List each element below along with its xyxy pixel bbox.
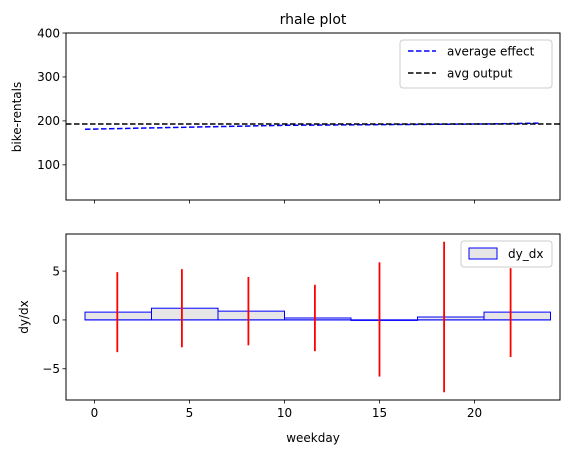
x-tick-label: 0 — [91, 406, 99, 420]
x-tick-label: 10 — [277, 406, 292, 420]
y-tick-label: 300 — [37, 70, 60, 84]
bottom-plot-frame — [65, 233, 561, 401]
y-tick-label: −5 — [42, 362, 60, 376]
legend-dy-dx-swatch — [468, 247, 498, 260]
bottom-plot: dy/dx weekday −5 0 5 0 5 10 15 20 dy_dx — [17, 233, 561, 445]
bar — [84, 311, 152, 321]
bar — [151, 307, 219, 321]
top-plot-frame — [65, 32, 561, 201]
y-tick-label: 100 — [37, 158, 60, 172]
bar — [483, 311, 551, 321]
bottom-plot-ylabel: dy/dx — [17, 300, 31, 333]
y-tick-label: 5 — [52, 264, 60, 278]
top-plot-title: rhale plot — [280, 12, 347, 28]
bottom-plot-xlabel: weekday — [286, 431, 340, 445]
top-legend-box — [399, 39, 553, 89]
top-plot-legend: average effect avg output — [399, 39, 553, 89]
bottom-plot-legend: dy_dx — [460, 240, 553, 268]
y-tick-label: 0 — [52, 313, 60, 327]
legend-dy-dx-label: dy_dx — [508, 247, 543, 261]
bar — [217, 310, 285, 321]
legend-avg-output-label: avg output — [447, 67, 513, 81]
y-tick-label: 200 — [37, 114, 60, 128]
x-tick-label: 15 — [372, 406, 387, 420]
top-plot: rhale plot bike-rentals 100 200 300 400 ave… — [10, 12, 561, 204]
top-plot-ylabel: bike-rentals — [10, 82, 24, 153]
x-tick-label: 5 — [186, 406, 194, 420]
bottom-plot-marks: −5 0 5 0 5 10 15 20 — [42, 241, 551, 420]
x-tick-label: 20 — [467, 406, 482, 420]
y-tick-label: 400 — [37, 26, 60, 40]
top-plot-marks: 100 200 300 400 — [37, 26, 560, 204]
legend-average-effect-label: average effect — [447, 45, 535, 59]
series-line-0 — [84, 122, 542, 130]
